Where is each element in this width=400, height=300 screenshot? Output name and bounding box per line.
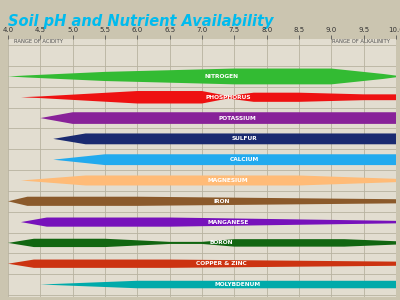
Polygon shape	[21, 91, 396, 103]
Text: PHOSPHORUS: PHOSPHORUS	[205, 95, 251, 100]
Polygon shape	[40, 112, 396, 124]
Text: BORON: BORON	[210, 240, 233, 245]
Text: MAGNESIUM: MAGNESIUM	[208, 178, 248, 183]
Text: MOLYBDENUM: MOLYBDENUM	[214, 282, 261, 287]
Text: MANGANESE: MANGANESE	[207, 220, 248, 225]
Polygon shape	[53, 154, 396, 165]
Text: RANGE OF ACIDITY: RANGE OF ACIDITY	[14, 39, 64, 44]
Text: RANGE OF ALKALINITY: RANGE OF ALKALINITY	[332, 39, 390, 44]
Polygon shape	[21, 218, 396, 227]
Text: COPPER & ZINC: COPPER & ZINC	[196, 261, 247, 266]
Text: NITROGEN: NITROGEN	[204, 74, 238, 79]
Text: IRON: IRON	[213, 199, 230, 204]
Polygon shape	[53, 134, 396, 144]
Text: SULFUR: SULFUR	[231, 136, 257, 141]
Polygon shape	[8, 68, 396, 84]
Polygon shape	[40, 281, 396, 288]
Text: POTASSIUM: POTASSIUM	[219, 116, 256, 121]
Polygon shape	[21, 176, 396, 185]
Text: CALCIUM: CALCIUM	[230, 157, 259, 162]
Polygon shape	[8, 239, 396, 247]
Polygon shape	[8, 260, 396, 268]
Polygon shape	[8, 197, 396, 206]
Text: Soil pH and Nutrient Availability: Soil pH and Nutrient Availability	[8, 14, 274, 29]
